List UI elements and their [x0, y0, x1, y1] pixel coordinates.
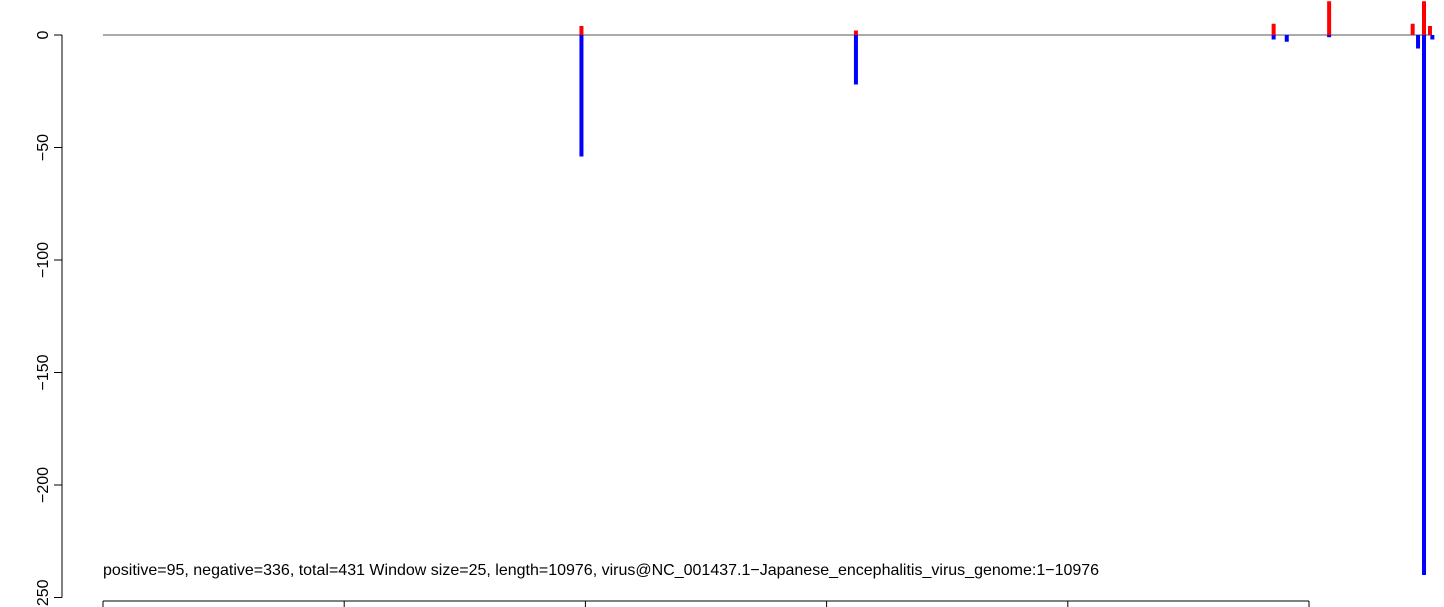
- positive-bar: [1327, 1, 1332, 35]
- y-tick-label: −100: [35, 242, 52, 278]
- positive-bar: [1410, 23, 1415, 35]
- negative-bar: [1430, 35, 1435, 40]
- x-axis: [102, 600, 1310, 607]
- positive-bar: [1427, 26, 1432, 35]
- bars: [579, 1, 1435, 575]
- positive-bar: [853, 30, 858, 35]
- negative-bar: [1422, 35, 1427, 575]
- positive-bar: [1271, 23, 1276, 35]
- negative-bar: [1284, 35, 1289, 42]
- negative-bar: [1416, 35, 1421, 49]
- positive-bar: [579, 26, 584, 35]
- negative-bar: [1271, 35, 1276, 40]
- y-axis: 0 −50 −100 −150 −200 −250: [35, 30, 63, 607]
- negative-bar: [853, 35, 858, 85]
- y-tick-label: −150: [35, 354, 52, 390]
- y-tick-label: −50: [35, 134, 52, 161]
- negative-bar: [579, 35, 584, 157]
- chart-caption: positive=95, negative=336, total=431 Win…: [103, 562, 1099, 579]
- y-tick-label: −200: [35, 467, 52, 503]
- y-tick-label: −250: [35, 579, 52, 607]
- y-tick-label: 0: [35, 30, 52, 39]
- negative-bar: [1327, 35, 1332, 38]
- positive-bar: [1422, 1, 1427, 35]
